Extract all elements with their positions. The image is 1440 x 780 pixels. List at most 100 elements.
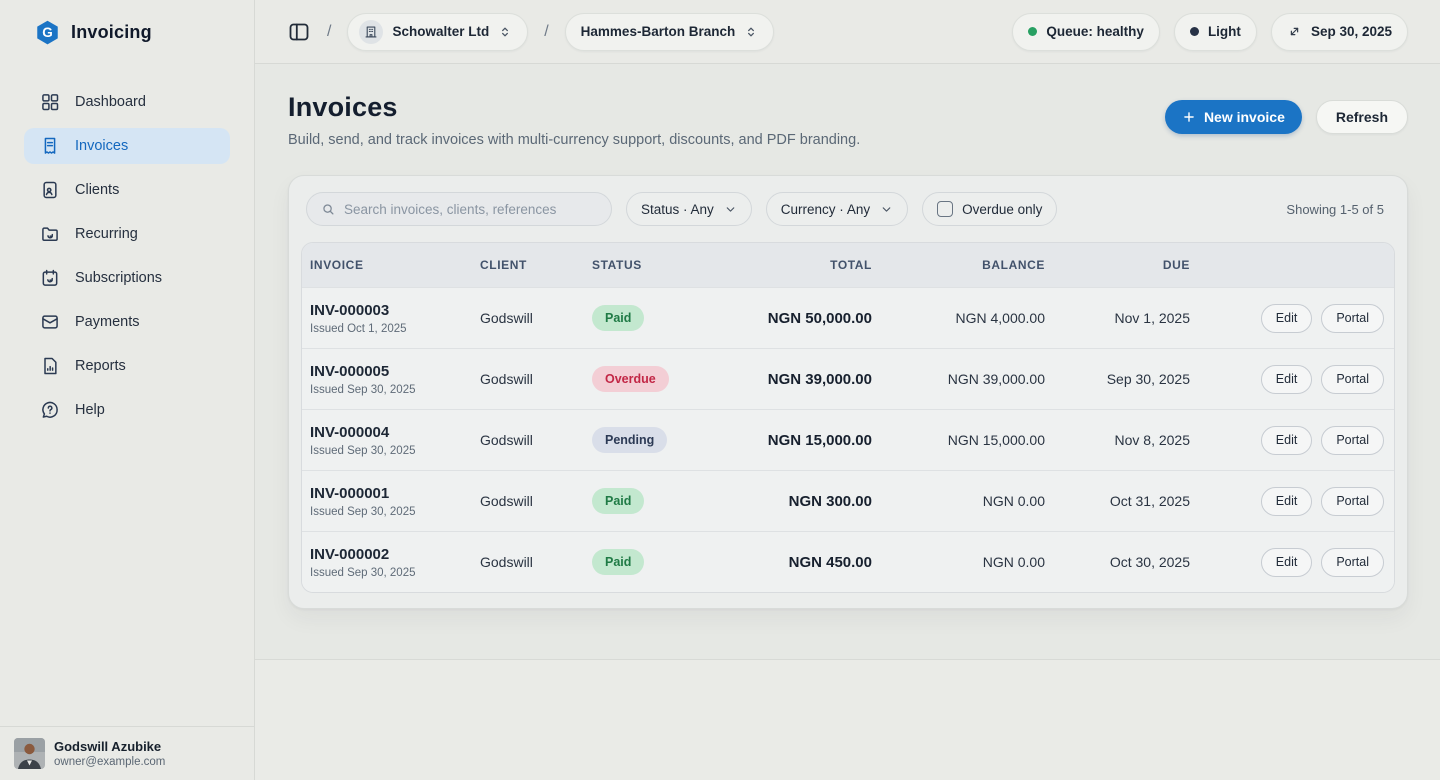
edit-button[interactable]: Edit (1260, 486, 1313, 516)
sidebar-item-dashboard[interactable]: Dashboard (24, 84, 230, 120)
invoice-due-date: Oct 30, 2025 (1109, 554, 1190, 570)
date-selector[interactable]: Sep 30, 2025 (1270, 12, 1408, 51)
invoices-card: Status · Any Currency · Any (288, 175, 1408, 609)
breadcrumb-separator: / (327, 22, 332, 40)
invoice-due-date: Nov 8, 2025 (1114, 432, 1191, 448)
edit-button[interactable]: Edit (1260, 364, 1313, 394)
client-name: Godswill (480, 432, 533, 448)
page-heading: Invoices Build, send, and track invoices… (288, 92, 860, 148)
status-cell: Overdue (592, 366, 722, 392)
status-cell: Pending (592, 427, 722, 453)
status-filter-value: Status · Any (641, 201, 714, 217)
dashboard-grid-icon (40, 92, 60, 112)
queue-status-badge: Queue: healthy (1012, 12, 1160, 51)
status-badge: Overdue (592, 366, 669, 392)
sidebar-nav: Dashboard Invoices Clients (0, 64, 254, 726)
chevron-expand-icon (498, 25, 512, 39)
invoice-number: INV-000005 (310, 362, 390, 380)
invoice-total: NGN 300.00 (788, 492, 872, 510)
invoice-table-body: INV-000003 Issued Oct 1, 2025 Godswill P… (302, 287, 1394, 592)
sidebar-item-clients[interactable]: Clients (24, 172, 230, 208)
table-row: INV-000003 Issued Oct 1, 2025 Godswill P… (302, 287, 1394, 348)
app-title: Invoicing (71, 21, 152, 42)
page-background (255, 660, 1440, 780)
invoice-total: NGN 39,000.00 (767, 370, 872, 388)
invoice-balance: NGN 4,000.00 (955, 310, 1046, 326)
invoice-due-date: Oct 31, 2025 (1109, 493, 1190, 509)
sidebar-item-label: Invoices (75, 138, 129, 154)
currency-filter-value: Currency · Any (780, 201, 871, 217)
invoice-cell: INV-000005 Issued Sep 30, 2025 (310, 363, 480, 396)
invoice-total: NGN 15,000.00 (767, 431, 872, 449)
status-filter-select[interactable]: Status · Any (626, 192, 752, 226)
refresh-button[interactable]: Refresh (1315, 100, 1408, 134)
chevron-expand-icon (744, 25, 758, 39)
status-cell: Paid (592, 305, 722, 331)
results-count: Showing 1-5 of 5 (1286, 201, 1384, 217)
currency-filter-select[interactable]: Currency · Any (765, 192, 909, 226)
edit-button[interactable]: Edit (1260, 547, 1313, 577)
theme-toggle[interactable]: Light (1173, 12, 1257, 51)
client-name: Godswill (480, 310, 533, 326)
search-icon (321, 202, 336, 217)
reports-chart-icon (40, 356, 60, 376)
sidebar-item-invoices[interactable]: Invoices (24, 128, 230, 164)
portal-button[interactable]: Portal (1321, 364, 1384, 394)
column-header-status: STATUS (592, 258, 642, 272)
breadcrumb-separator: / (544, 22, 549, 40)
sidebar-item-label: Recurring (75, 226, 138, 242)
table-row: INV-000004 Issued Sep 30, 2025 Godswill … (302, 409, 1394, 470)
chevron-down-icon (880, 203, 893, 216)
overdue-only-checkbox[interactable] (937, 201, 954, 217)
new-invoice-button[interactable]: New invoice (1164, 100, 1302, 134)
column-header-due: DUE (1162, 258, 1190, 272)
portal-button[interactable]: Portal (1321, 425, 1384, 455)
invoice-balance: NGN 0.00 (982, 554, 1045, 570)
queue-status-label: Queue: healthy (1046, 24, 1144, 39)
invoice-issued-date: Issued Oct 1, 2025 (310, 322, 407, 335)
portal-button[interactable]: Portal (1321, 547, 1384, 577)
portal-button[interactable]: Portal (1321, 486, 1384, 516)
edit-button[interactable]: Edit (1260, 425, 1313, 455)
status-badge: Paid (592, 305, 645, 331)
invoice-issued-date: Issued Sep 30, 2025 (310, 566, 416, 579)
status-badge: Paid (592, 549, 645, 575)
topbar: / Schowalter Ltd / Hammes-Barton Branch (255, 0, 1440, 64)
edit-button[interactable]: Edit (1260, 303, 1313, 333)
avatar (14, 738, 45, 769)
org-selector[interactable]: Schowalter Ltd (347, 12, 529, 51)
status-badge: Paid (592, 488, 645, 514)
sidebar-item-reports[interactable]: Reports (24, 348, 230, 384)
table-row: INV-000005 Issued Sep 30, 2025 Godswill … (302, 348, 1394, 409)
portal-button[interactable]: Portal (1321, 303, 1384, 333)
theme-label: Light (1207, 24, 1241, 39)
client-name: Godswill (480, 371, 533, 387)
invoice-cell: INV-000003 Issued Oct 1, 2025 (310, 302, 480, 335)
sidebar-toggle-button[interactable] (287, 20, 311, 44)
user-profile[interactable]: Godswill Azubike owner@example.com (0, 726, 254, 780)
overdue-only-toggle[interactable]: Overdue only (922, 192, 1058, 226)
sidebar-item-subscriptions[interactable]: Subscriptions (24, 260, 230, 296)
branch-name: Hammes-Barton Branch (580, 24, 736, 39)
invoice-cell: INV-000004 Issued Sep 30, 2025 (310, 424, 480, 457)
logo-hexagon-icon: G (34, 19, 61, 46)
sidebar-item-help[interactable]: Help (24, 392, 230, 428)
invoice-receipt-icon (40, 136, 60, 156)
search-input[interactable] (344, 201, 597, 217)
sidebar-item-label: Reports (75, 358, 126, 374)
chevron-down-icon (724, 203, 737, 216)
user-email: owner@example.com (54, 756, 166, 768)
subscription-calendar-icon (40, 268, 60, 288)
sidebar-item-payments[interactable]: Payments (24, 304, 230, 340)
app-logo: G Invoicing (0, 0, 254, 64)
invoices-table: INVOICE CLIENT STATUS TOTAL BALANCE DUE … (301, 242, 1395, 593)
sidebar-item-label: Clients (75, 182, 120, 198)
status-badge: Pending (592, 427, 668, 453)
overdue-only-label: Overdue only (962, 201, 1043, 217)
sidebar-item-recurring[interactable]: Recurring (24, 216, 230, 252)
invoice-number: INV-000001 (310, 484, 390, 502)
column-header-client: CLIENT (480, 258, 527, 272)
branch-selector[interactable]: Hammes-Barton Branch (564, 12, 775, 51)
client-name: Godswill (480, 493, 533, 509)
column-header-invoice: INVOICE (310, 258, 364, 272)
